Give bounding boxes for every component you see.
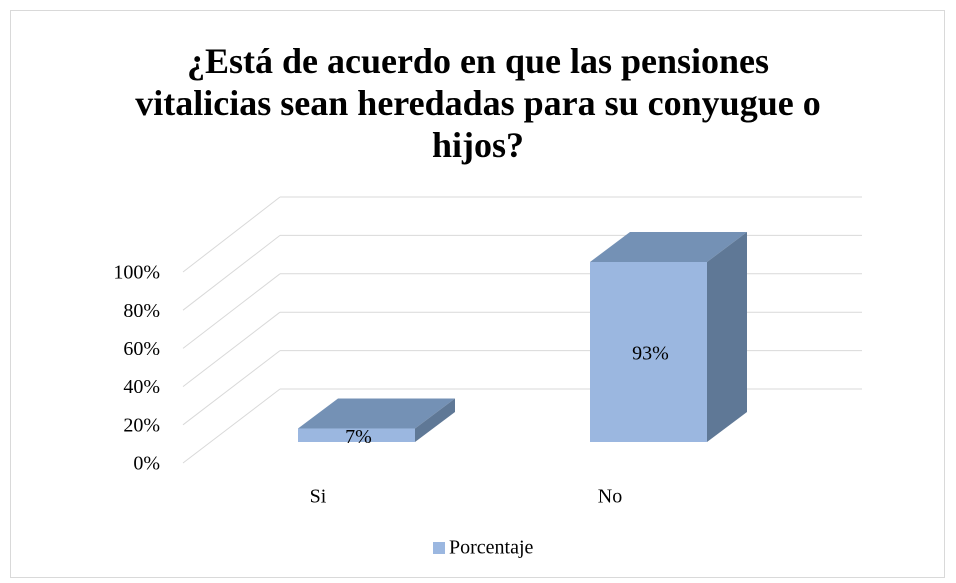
bar-side bbox=[415, 398, 455, 442]
grid-line bbox=[182, 235, 281, 311]
bar-top bbox=[298, 398, 455, 429]
grid-line bbox=[182, 388, 281, 464]
chart-frame bbox=[10, 10, 945, 578]
bar-side bbox=[707, 232, 747, 442]
y-tick-label: 100% bbox=[113, 262, 160, 284]
y-tick-label: 60% bbox=[123, 338, 160, 360]
legend-swatch bbox=[433, 542, 445, 554]
bar-top bbox=[590, 232, 747, 262]
legend-label: Porcentaje bbox=[449, 537, 534, 559]
y-tick-label: 0% bbox=[133, 453, 160, 475]
y-tick-label: 80% bbox=[123, 300, 160, 322]
y-tick-label: 20% bbox=[123, 414, 160, 436]
grid-line bbox=[182, 350, 281, 426]
data-label: 7% bbox=[345, 426, 372, 448]
grid-line bbox=[182, 273, 281, 349]
x-tick-label: Si bbox=[310, 486, 327, 508]
data-label: 93% bbox=[632, 343, 669, 365]
bar bbox=[298, 428, 415, 442]
chart-title: ¿Está de acuerdo en que las pensiones vi… bbox=[135, 41, 821, 165]
x-tick-label: No bbox=[598, 486, 622, 508]
y-tick-label: 40% bbox=[123, 376, 160, 398]
grid-line bbox=[182, 196, 281, 273]
bar bbox=[590, 262, 707, 442]
grid-line bbox=[182, 311, 281, 387]
